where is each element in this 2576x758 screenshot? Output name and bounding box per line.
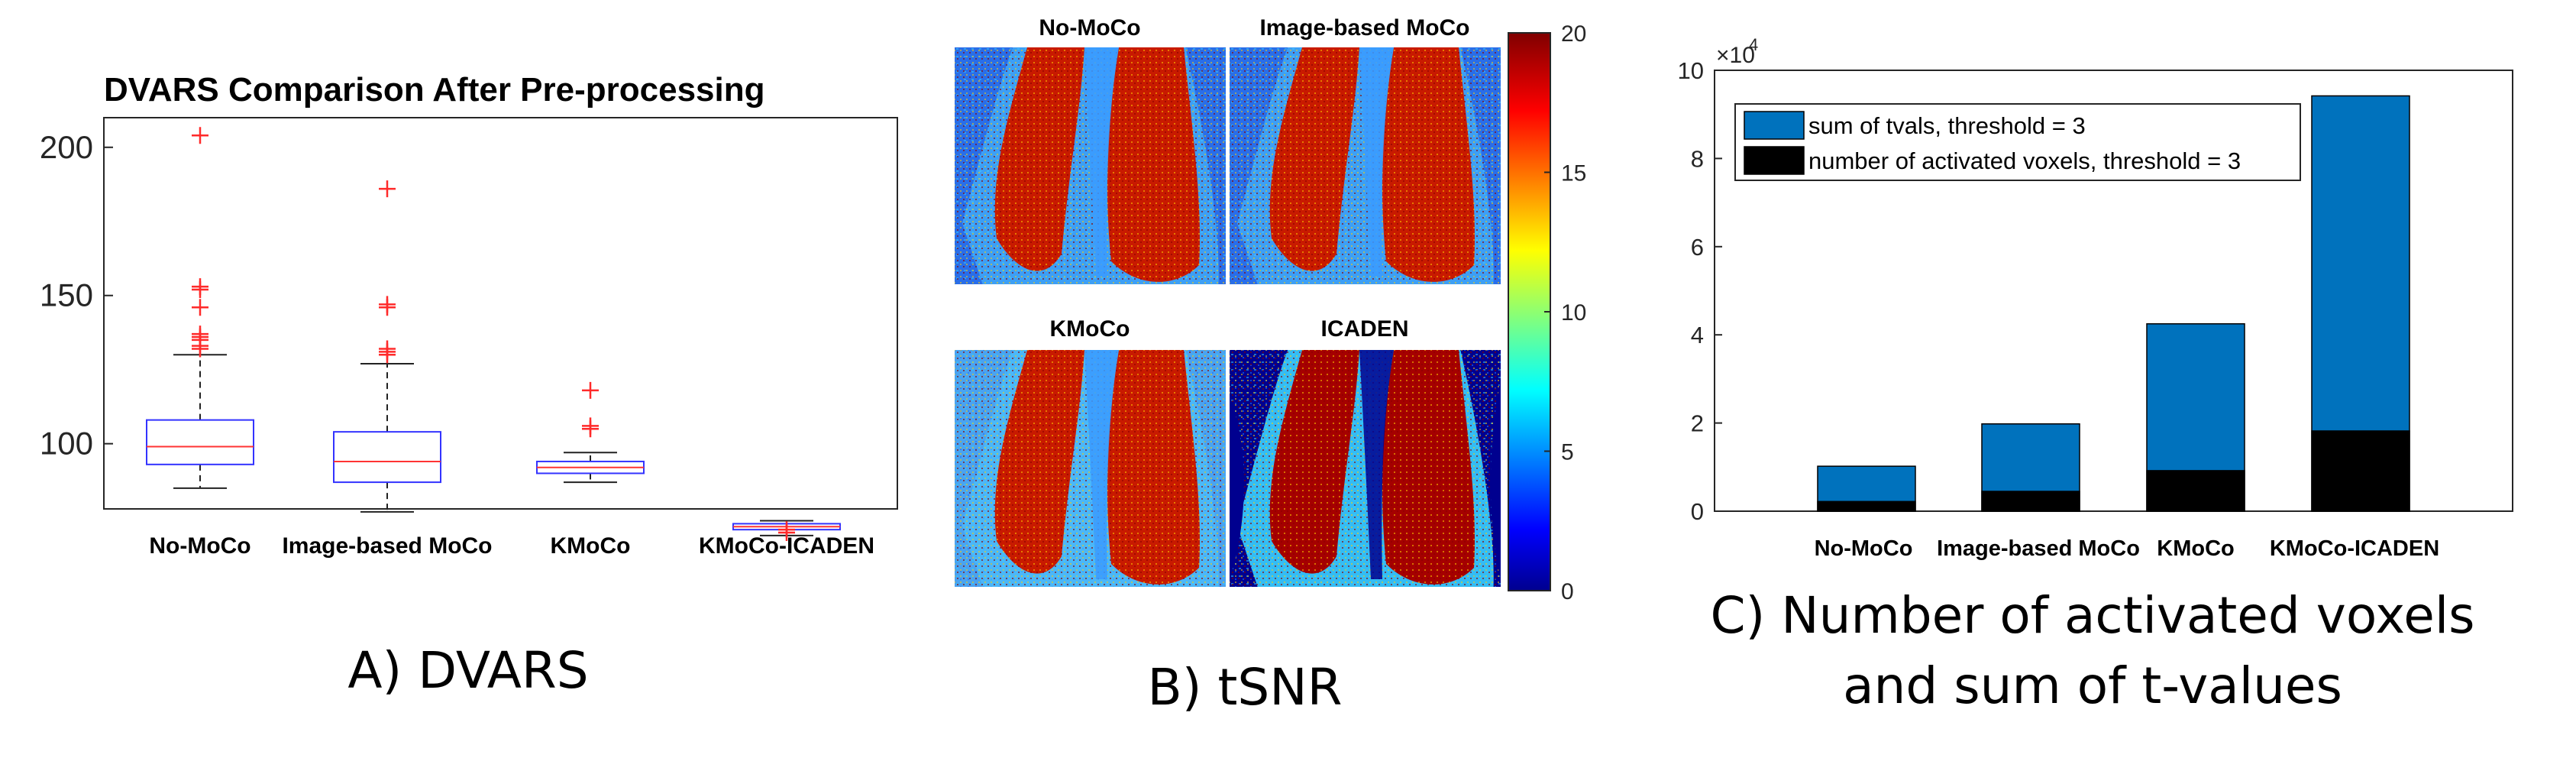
panel-c-caption-line-2: and sum of t-values	[1843, 656, 2342, 715]
panel-b-tsnr: No-MoCo Image-based MoCo KMoCo ICADEN 0 5 10 1…	[955, 15, 1586, 717]
bar-activated-voxels	[2311, 430, 2410, 512]
colorbar-tick-label: 0	[1561, 579, 1574, 604]
iqr-box	[333, 431, 441, 484]
y-tick-label: 100	[40, 426, 93, 462]
y-tick-label: 4	[1691, 322, 1704, 348]
colorbar-tick-label: 15	[1561, 161, 1586, 186]
outlier-point	[192, 127, 208, 144]
x-tick-label: KMoCo	[551, 533, 631, 559]
x-tick-label: KMoCo	[2157, 536, 2234, 561]
box-image-based-moco	[333, 180, 441, 513]
box-kmoco-icaden	[732, 520, 841, 542]
tsnr-colorbar	[1508, 32, 1551, 591]
y-tick-label: 10	[1678, 57, 1704, 84]
svg-text:×10: ×10	[1716, 43, 1755, 68]
outlier-point	[192, 299, 208, 316]
panel-c-caption-line-1: C) Number of activated voxels	[1710, 586, 2474, 645]
bar-activated-voxels	[2146, 470, 2245, 512]
colorbar-tick-label: 20	[1561, 21, 1586, 47]
box-kmoco	[536, 381, 645, 484]
bar-activated-voxels	[1817, 500, 1916, 512]
outlier-point	[379, 180, 396, 198]
panel-a-title: DVARS Comparison After Pre-processing	[104, 71, 765, 109]
colorbar-tick-label: 5	[1561, 440, 1574, 465]
x-tick-label: No-MoCo	[1815, 536, 1913, 561]
y-tick-label: 6	[1691, 234, 1704, 261]
panel-a-caption: A) DVARS	[347, 641, 588, 700]
bar-activated-voxels	[1981, 491, 2080, 512]
legend-swatch	[1744, 111, 1805, 140]
tsnr-map-image	[1230, 350, 1501, 587]
y-tick-label: 0	[1691, 498, 1704, 525]
panel-c-plot-frame	[1714, 70, 2513, 512]
colorbar-tick-label: 10	[1561, 300, 1586, 326]
x-tick-label: Image-based MoCo	[1937, 536, 2140, 561]
tsnr-map-label: ICADEN	[1320, 316, 1408, 342]
outlier-point	[582, 381, 599, 399]
tsnr-map-image-based-moco: Image-based MoCo	[1230, 15, 1501, 284]
panel-c-legend: sum of tvals, threshold = 3 number of act…	[1734, 103, 2301, 181]
outlier-point	[582, 417, 599, 435]
tsnr-map-image	[955, 350, 1226, 587]
iqr-box	[146, 419, 254, 465]
x-tick-label: KMoCo-ICADEN	[2270, 536, 2439, 561]
tsnr-map-icaden: ICADEN	[1230, 316, 1501, 587]
tsnr-map-kmoco: KMoCo	[955, 316, 1226, 587]
panel-a-plot-frame	[103, 117, 898, 510]
legend-entry-label: sum of tvals, threshold = 3	[1808, 112, 2086, 139]
panel-c-activation: 0 2 4 6 8 10 ×10 4 No-MoCo Image-based MoCo KMo…	[1678, 35, 2513, 715]
tsnr-map-image	[1230, 47, 1501, 284]
svg-text:4: 4	[1749, 35, 1758, 54]
outlier-point	[379, 296, 396, 313]
x-tick-label: No-MoCo	[149, 533, 250, 559]
outlier-point	[379, 340, 396, 358]
tsnr-map-image	[955, 47, 1226, 284]
y-tick-label: 150	[40, 277, 93, 313]
outlier-point	[192, 326, 208, 343]
y-tick-label: 200	[40, 129, 93, 165]
tsnr-map-label: Image-based MoCo	[1259, 15, 1469, 40]
y-tick-label: 8	[1691, 145, 1704, 172]
y-tick-label: 2	[1691, 410, 1704, 437]
outlier-point	[778, 521, 795, 539]
x-tick-label: Image-based MoCo	[282, 533, 492, 559]
tsnr-map-label: No-MoCo	[1039, 15, 1140, 40]
legend-entry-label: number of activated voxels, threshold = …	[1808, 147, 2241, 174]
outlier-point	[192, 278, 208, 296]
legend-swatch	[1744, 146, 1805, 175]
box-no-moco	[146, 127, 254, 489]
panel-a-dvars: DVARS Comparison After Pre-processing 10…	[40, 71, 898, 700]
tsnr-map-label: KMoCo	[1050, 316, 1130, 342]
panel-b-caption: B) tSNR	[1147, 658, 1342, 717]
exponent-label: ×10 4	[1716, 35, 1758, 68]
tsnr-map-no-moco: No-MoCo	[955, 15, 1226, 284]
